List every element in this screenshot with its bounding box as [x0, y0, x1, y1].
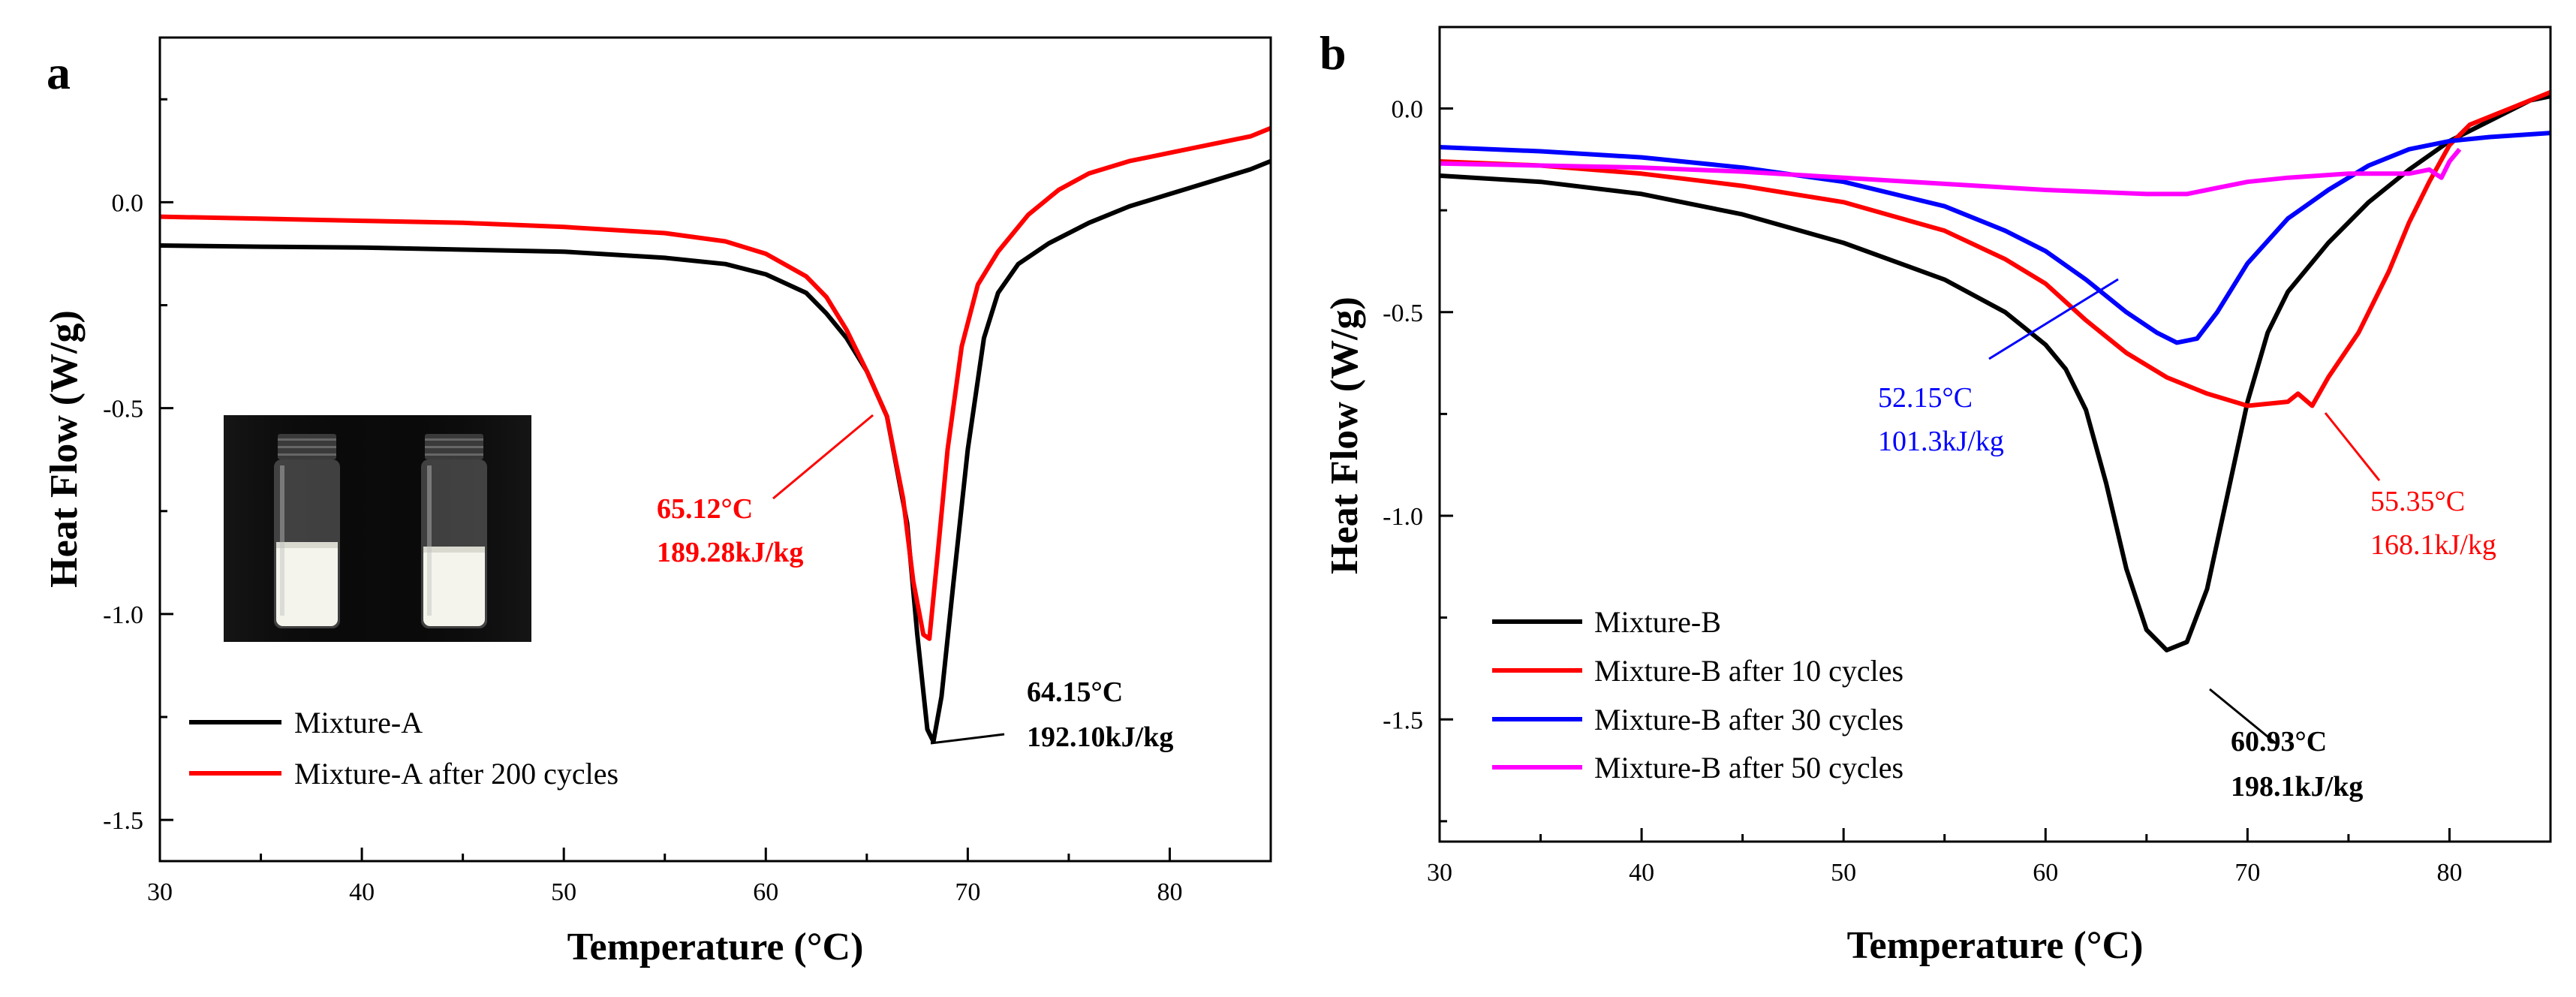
panel-a-ticks: 30 40 50 60 70 80 0.0 -0.5 -1.0 -1.5 — [103, 98, 1272, 906]
panel-b-series — [1439, 90, 2552, 652]
x-tick-label: 60 — [2033, 859, 2058, 887]
panel-a-x-axis-title: Temperature (°C) — [567, 926, 864, 968]
series-line-b-mixture-b-after-10-cycles — [1439, 90, 2552, 408]
annotation-a-black-leader — [930, 733, 1005, 745]
y-tick-label: -0.5 — [103, 396, 143, 423]
x-tick-label: 80 — [1157, 878, 1182, 906]
legend-label-mixture-a-200-cycles: Mixture-A after 200 cycles — [294, 757, 618, 791]
panel-a-label: a — [47, 46, 71, 99]
y-tick-label: 0.0 — [1392, 96, 1424, 124]
x-tick-label: 80 — [2436, 859, 2462, 887]
legend-label-mixture-b: Mixture-B — [1594, 605, 1721, 639]
legend-label-mixture-a: Mixture-A — [294, 706, 423, 739]
annotation-b-red-leader — [2324, 412, 2381, 481]
panel-a-plot-frame — [158, 36, 1272, 863]
panel-a-annotations: 65.12°C 189.28kJ/kg 64.15°C 192.10kJ/kg — [657, 414, 1173, 753]
annotation-a-black-temp: 64.15°C — [1027, 676, 1123, 708]
x-tick-label: 70 — [2234, 859, 2260, 887]
x-tick-label: 40 — [349, 878, 375, 906]
y-tick-label: -0.5 — [1383, 300, 1423, 327]
series-line-a-mixture-a-after-200-cycles — [159, 125, 1272, 641]
panel-b-plot-frame — [1438, 26, 2552, 843]
panel-b-y-axis-title: Heat Flow (W/g) — [1323, 297, 1366, 574]
y-tick-label: 0.0 — [112, 189, 144, 217]
series-line-a-mixture-a — [159, 158, 1272, 744]
vial-photo-inset — [224, 415, 531, 642]
panel-a: a 30 40 50 60 70 80 0.0 -0.5 -1.0 -1.5 Temperatur… — [43, 36, 1272, 968]
annotation-b-red-enthalpy: 168.1kJ/kg — [2370, 529, 2496, 561]
annotation-a-red-temp: 65.12°C — [657, 493, 753, 525]
annotation-a-black-enthalpy: 192.10kJ/kg — [1027, 721, 1173, 753]
panel-b-legend: Mixture-B Mixture-B after 10 cycles Mixt… — [1492, 605, 1903, 785]
y-tick-label: -1.5 — [1383, 706, 1423, 734]
x-tick-label: 50 — [1831, 859, 1856, 887]
legend-label-mixture-b-10-cycles: Mixture-B after 10 cycles — [1594, 654, 1903, 688]
panel-a-y-axis-title: Heat Flow (W/g) — [43, 310, 86, 588]
legend-label-mixture-b-50-cycles: Mixture-B after 50 cycles — [1594, 751, 1903, 785]
annotation-b-blue-leader — [1988, 278, 2119, 360]
panel-b-annotations: 52.15°C 101.3kJ/kg 55.35°C 168.1kJ/kg 60… — [1878, 278, 2496, 803]
x-tick-label: 30 — [147, 878, 173, 906]
x-tick-label: 50 — [551, 878, 576, 906]
panel-b-ticks: 30 40 50 60 70 80 0.0 -0.5 -1.0 -1.5 — [1383, 96, 2552, 887]
y-tick-label: -1.5 — [103, 807, 143, 835]
panel-b: b 30 40 50 60 70 80 0.0 -0.5 -1.0 -1.5 Temperatur… — [1320, 26, 2552, 967]
panel-b-label: b — [1320, 26, 1347, 80]
y-tick-label: -1.0 — [1383, 503, 1423, 531]
x-tick-label: 30 — [1427, 859, 1452, 887]
annotation-b-blue-temp: 52.15°C — [1878, 382, 1973, 414]
legend-label-mixture-b-30-cycles: Mixture-B after 30 cycles — [1594, 703, 1903, 736]
panel-a-series — [159, 125, 1272, 744]
x-tick-label: 40 — [1629, 859, 1654, 887]
annotation-b-blue-enthalpy: 101.3kJ/kg — [1878, 426, 2004, 457]
x-tick-label: 60 — [753, 878, 778, 906]
annotation-a-red-enthalpy: 189.28kJ/kg — [657, 537, 803, 568]
x-tick-label: 70 — [955, 878, 980, 906]
annotation-b-red-temp: 55.35°C — [2370, 486, 2465, 517]
annotation-a-red-leader — [772, 414, 874, 500]
annotation-b-black-temp: 60.93°C — [2231, 726, 2327, 758]
y-tick-label: -1.0 — [103, 601, 143, 629]
annotation-b-black-leader — [2209, 688, 2277, 745]
series-line-b-mixture-b — [1439, 94, 2551, 652]
panel-b-x-axis-title: Temperature (°C) — [1847, 924, 2144, 967]
annotation-b-black-enthalpy: 198.1kJ/kg — [2231, 771, 2363, 803]
panel-a-legend: Mixture-A Mixture-A after 200 cycles — [189, 706, 618, 791]
series-line-b-mixture-b-after-50-cycles — [1439, 147, 2462, 197]
